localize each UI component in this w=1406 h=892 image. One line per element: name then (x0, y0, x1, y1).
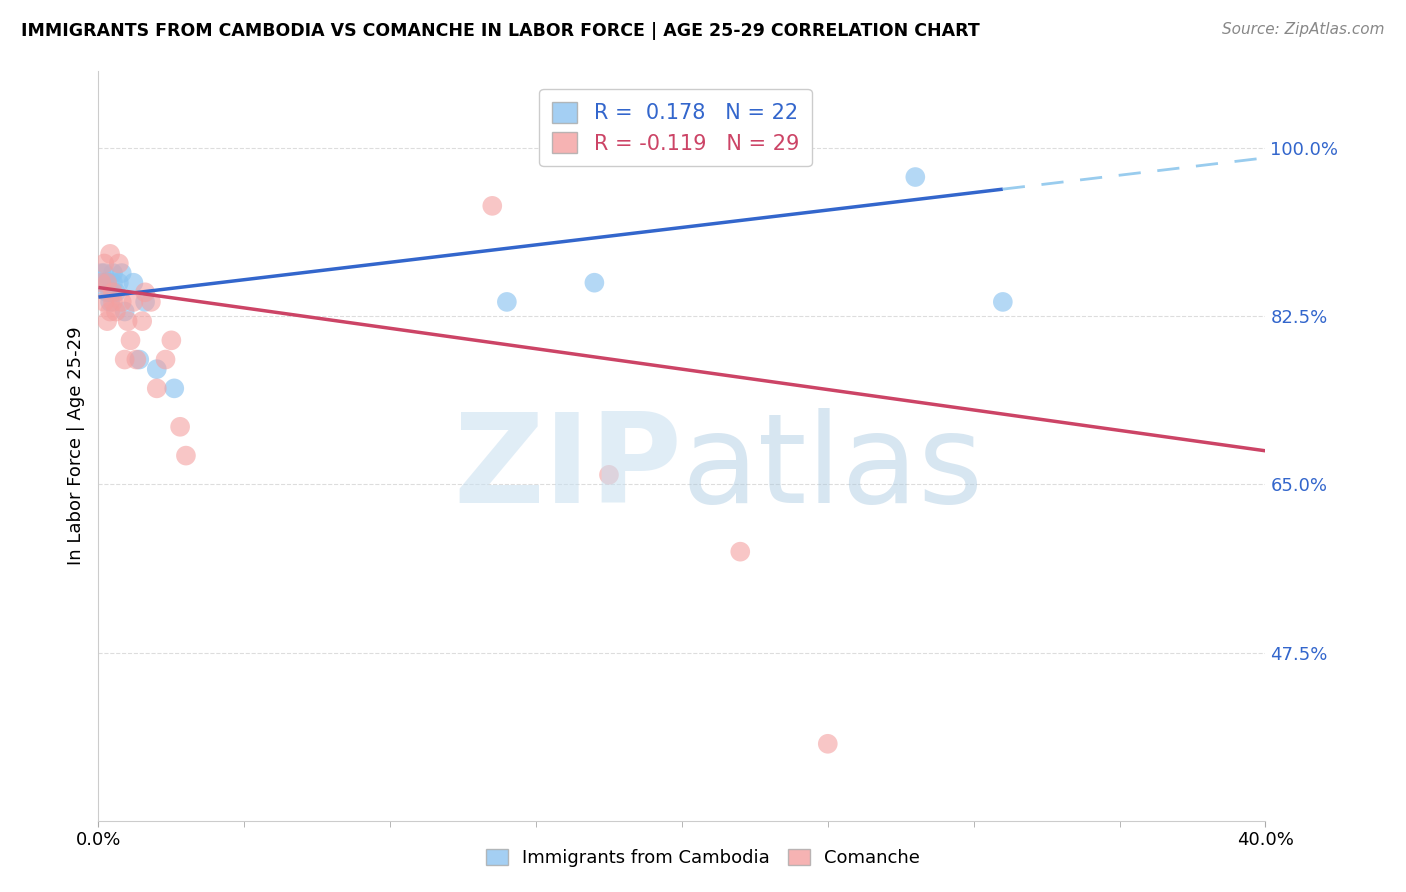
Point (155, 352, 177, 367)
Point (98, 285, 121, 300)
Point (904, 169, 927, 184)
Point (104, 285, 127, 300)
Point (146, 381, 169, 395)
Point (122, 276, 145, 290)
Point (481, 199, 503, 213)
Point (163, 381, 186, 395)
Text: ZIP: ZIP (453, 408, 682, 529)
Point (93, 276, 115, 290)
Text: Source: ZipAtlas.com: Source: ZipAtlas.com (1222, 22, 1385, 37)
Point (730, 544, 752, 558)
Point (108, 276, 131, 290)
Point (583, 276, 606, 290)
Point (125, 352, 148, 367)
Point (134, 294, 156, 309)
Point (96, 285, 118, 300)
Point (114, 352, 136, 367)
Point (169, 419, 191, 434)
Point (98, 304, 121, 318)
Point (134, 285, 156, 300)
Point (93, 294, 115, 309)
Point (101, 276, 124, 290)
Point (101, 266, 124, 280)
Point (131, 314, 153, 328)
Point (90, 266, 112, 280)
Point (96, 314, 118, 328)
Point (496, 294, 519, 309)
Point (139, 294, 162, 309)
Point (108, 256, 131, 270)
Point (817, 737, 839, 751)
Point (160, 334, 183, 348)
Legend: R =  0.178   N = 22, R = -0.119   N = 29: R = 0.178 N = 22, R = -0.119 N = 29 (540, 89, 811, 166)
Text: IMMIGRANTS FROM CAMBODIA VS COMANCHE IN LABOR FORCE | AGE 25-29 CORRELATION CHAR: IMMIGRANTS FROM CAMBODIA VS COMANCHE IN … (21, 22, 980, 40)
Point (114, 304, 136, 318)
Point (90, 276, 112, 290)
Point (111, 294, 134, 309)
Text: atlas: atlas (682, 408, 984, 529)
Point (128, 352, 150, 367)
Y-axis label: In Labor Force | Age 25-29: In Labor Force | Age 25-29 (66, 326, 84, 566)
Point (122, 294, 145, 309)
Point (96, 276, 118, 290)
Point (111, 266, 134, 280)
Point (98, 294, 121, 309)
Point (93, 266, 115, 280)
Point (174, 449, 197, 463)
Point (117, 314, 139, 328)
Point (101, 294, 124, 309)
Legend: Immigrants from Cambodia, Comanche: Immigrants from Cambodia, Comanche (479, 841, 927, 874)
Point (93, 256, 115, 270)
Point (991, 294, 1014, 309)
Point (101, 285, 124, 300)
Point (98, 247, 121, 261)
Point (120, 334, 142, 348)
Point (104, 304, 127, 318)
Point (96, 276, 118, 290)
Point (598, 467, 620, 482)
Point (146, 362, 169, 376)
